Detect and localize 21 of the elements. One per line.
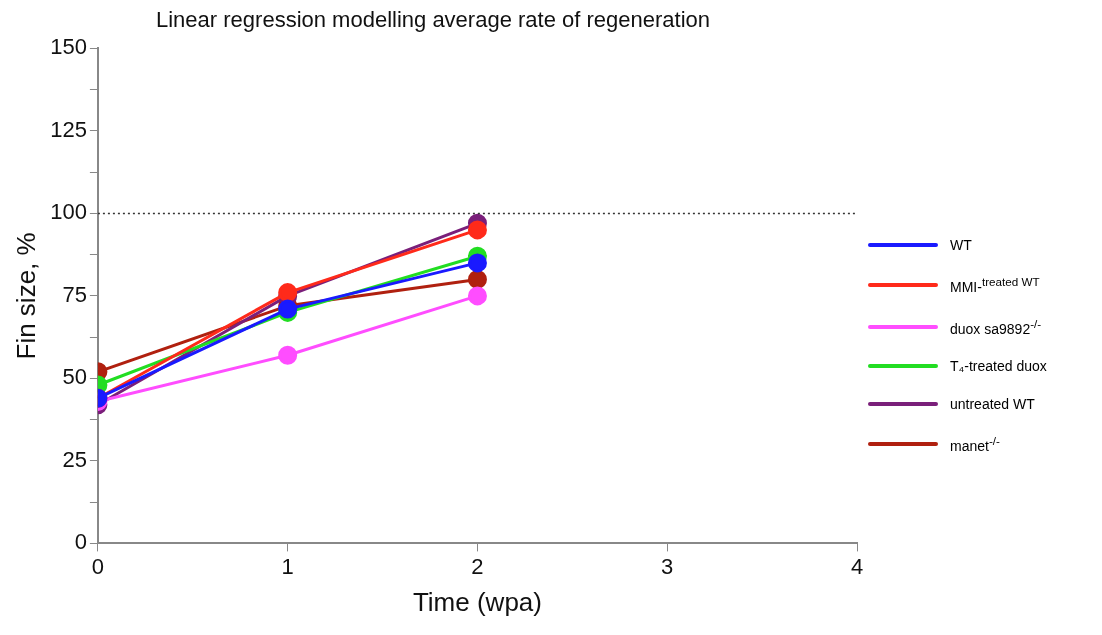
y-tick-label: 50: [62, 364, 87, 390]
legend-label: MMI-$^{treated WT}$: [950, 275, 1040, 295]
y-tick-label: 75: [62, 281, 87, 307]
x-axis-title: Time (wpa): [412, 586, 542, 617]
x-tick-label: 4: [850, 553, 864, 579]
y-tick-label: 25: [62, 446, 87, 472]
y-tick-label: 0: [74, 529, 87, 555]
x-tick-label: 3: [661, 553, 674, 579]
y-tick-label: 100: [50, 199, 87, 225]
y-axis-title: Fin size, %: [10, 232, 41, 360]
legend-label: T₄-treated duox: [950, 358, 1047, 375]
legend-label: duox sa9892$^{-/-}$: [950, 316, 1042, 337]
x-tick-label: 2: [471, 553, 484, 579]
x-tick-label: 1: [281, 553, 294, 579]
x-tick-label: 0: [91, 553, 105, 579]
legend-label: WT: [950, 237, 972, 254]
legend-label: untreated WT: [950, 396, 1035, 413]
legend-label: manet$^{-/-}$: [950, 434, 1000, 454]
y-tick-label: 150: [50, 34, 87, 60]
y-tick-label: 125: [50, 116, 87, 142]
chart-title: Linear regression modelling average rate of regeneration: [155, 7, 711, 33]
